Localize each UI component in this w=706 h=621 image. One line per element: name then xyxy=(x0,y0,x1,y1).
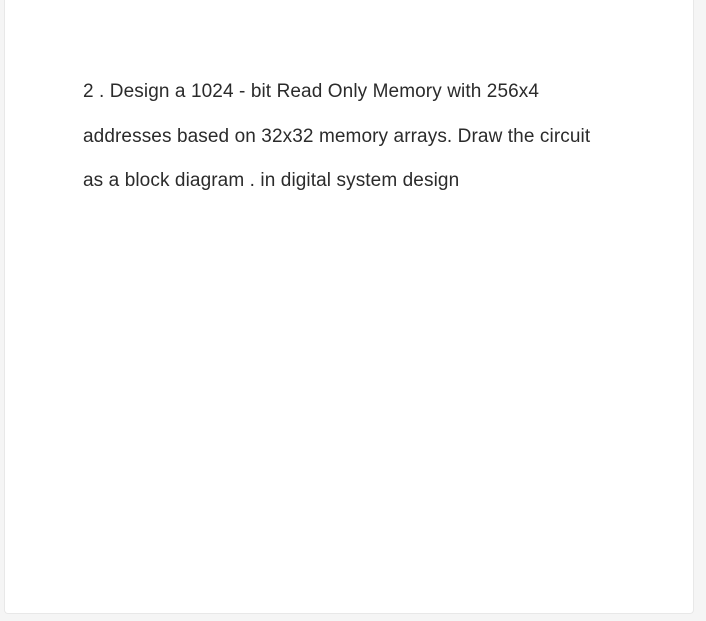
question-card: 2 . Design a 1024 - bit Read Only Memory… xyxy=(4,0,694,614)
question-text: 2 . Design a 1024 - bit Read Only Memory… xyxy=(83,70,615,204)
